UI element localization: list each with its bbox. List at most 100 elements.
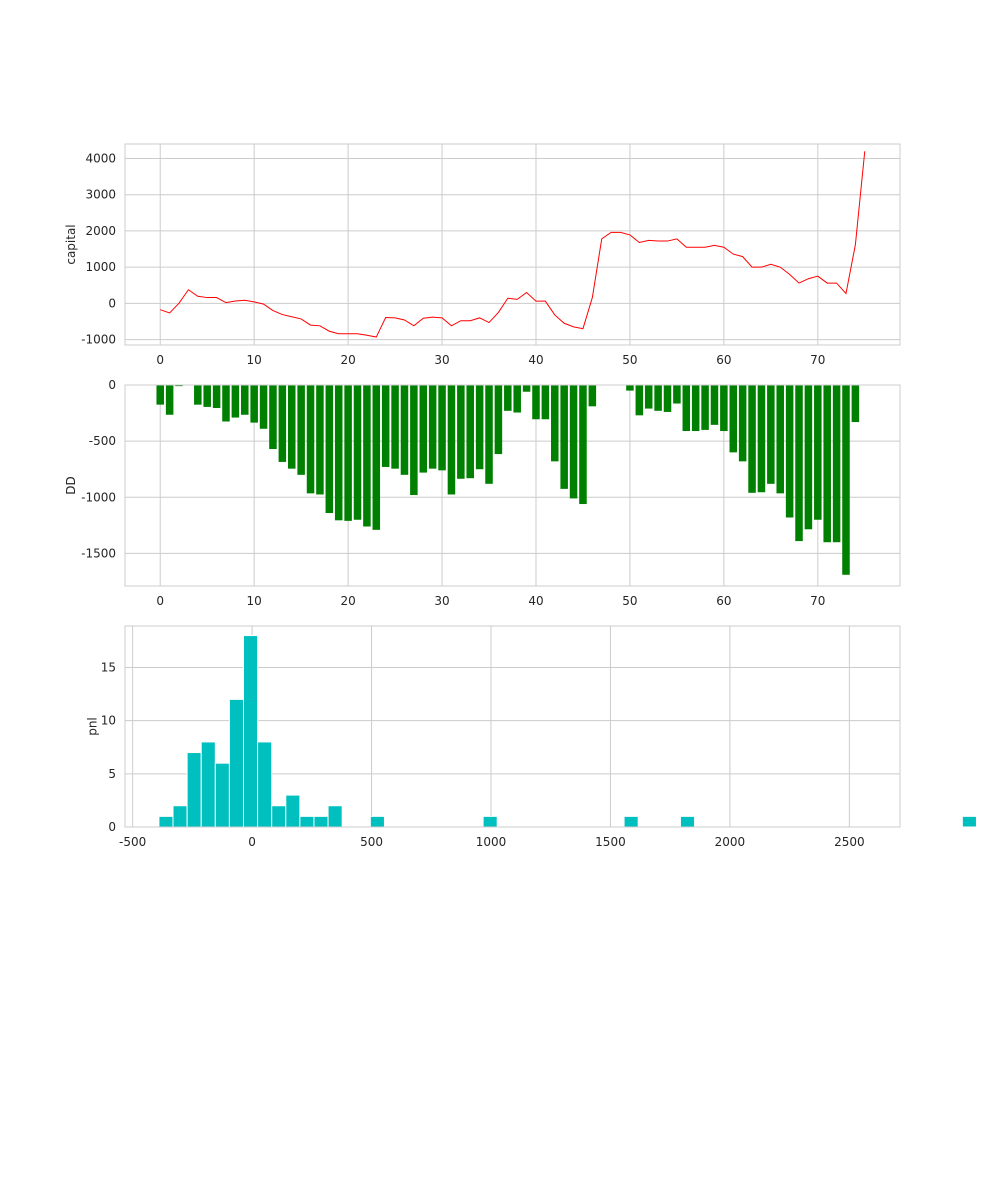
x-tick-label: 40 (528, 594, 543, 608)
y-tick-label: 1000 (85, 260, 116, 274)
pnl-histogram-bar (186, 752, 202, 828)
x-tick-label: 500 (360, 835, 383, 849)
dd-bar (438, 385, 446, 471)
y-tick-label: -1000 (81, 333, 116, 347)
dd-bar (212, 385, 221, 409)
y-tick-label: -1000 (81, 490, 116, 504)
y-tick-label: 10 (101, 714, 116, 728)
dd-bar (287, 385, 296, 469)
dd-bar (457, 385, 465, 479)
dd-bar (720, 385, 728, 432)
dd-bar (316, 385, 324, 495)
pnl-histogram-bar (200, 741, 216, 828)
y-tick-label: 0 (108, 296, 116, 310)
pnl-histogram-bar (482, 815, 498, 828)
dd-bar (278, 385, 287, 462)
pnl-histogram-bar (623, 815, 639, 828)
x-tick-label: 60 (716, 353, 731, 367)
dd-bar (363, 385, 371, 527)
x-tick-label: 40 (528, 353, 543, 367)
pnl-histogram-bar (228, 698, 244, 828)
dd-bar (372, 385, 381, 530)
dd-bar (673, 385, 681, 404)
drawdown-bar-chart: 0 10 20 30 40 50 60 70 0 -500 -1000 -1500 DD (64, 378, 901, 608)
dd-bar (851, 385, 860, 423)
capital-line-chart: 0 10 20 30 40 50 60 70 -1000 0 1000 2000 3000 4000 cap… (64, 143, 901, 367)
axes-frame (124, 625, 901, 828)
dd-bar (353, 385, 362, 520)
dd-bar (334, 385, 343, 521)
pnl-histogram-bar (369, 815, 385, 828)
pnl-histogram-bar (299, 815, 315, 828)
y-tick-label: 15 (101, 660, 116, 674)
y-axis-label: capital (64, 224, 78, 264)
dd-bar (682, 385, 691, 432)
x-tick-label: 70 (810, 353, 825, 367)
pnl-histogram-bar (172, 805, 188, 828)
x-tick-label: 10 (247, 594, 262, 608)
pnl-histogram-bar (271, 805, 287, 828)
x-tick-label: 0 (156, 353, 164, 367)
dd-bar (767, 385, 775, 484)
dd-bar (203, 385, 211, 407)
x-tick-label: 70 (810, 594, 825, 608)
dd-bar (579, 385, 587, 505)
dd-bar (325, 385, 334, 514)
x-tick-label: 2500 (834, 835, 865, 849)
y-tick-label: 4000 (85, 151, 116, 165)
pnl-histogram-bar (285, 794, 301, 828)
y-tick-label: 5 (108, 767, 116, 781)
dd-bar (485, 385, 493, 484)
x-tick-label: 30 (434, 594, 449, 608)
dd-bar (748, 385, 756, 493)
dd-bar (738, 385, 747, 462)
pnl-histogram-bar (158, 815, 174, 828)
dd-bar (560, 385, 568, 489)
dd-bar (710, 385, 719, 425)
pnl-histogram-bar (961, 815, 977, 828)
dd-bar (391, 385, 399, 469)
dd-bar (654, 385, 662, 411)
y-tick-label: 2000 (85, 224, 116, 238)
y-tick-label: 0 (108, 378, 116, 392)
dd-bar (381, 385, 390, 467)
dd-bar (494, 385, 503, 455)
dd-bar (551, 385, 559, 462)
dd-bar (241, 385, 249, 415)
dd-bar (522, 385, 531, 392)
x-tick-label: 60 (716, 594, 731, 608)
dd-bar (400, 385, 409, 475)
dd-bar (175, 385, 183, 387)
x-tick-label: 30 (434, 353, 449, 367)
dd-bar (410, 385, 418, 496)
x-tick-label: 50 (622, 353, 637, 367)
x-tick-label: 20 (340, 353, 355, 367)
pnl-histogram-bar (257, 741, 273, 828)
dd-bar (250, 385, 258, 423)
x-tick-label: 2000 (715, 835, 746, 849)
dd-bar (306, 385, 315, 494)
pnl-histogram-bar (243, 635, 259, 828)
dd-bar (541, 385, 550, 420)
dd-bar (504, 385, 512, 411)
y-tick-label: -500 (89, 434, 116, 448)
dd-bar (269, 385, 277, 450)
dd-bar (428, 385, 437, 469)
dd-bar (729, 385, 738, 453)
dd-bar (823, 385, 831, 543)
dd-bar (475, 385, 484, 470)
dd-bar (569, 385, 578, 499)
dd-bar (419, 385, 428, 473)
dd-bar (814, 385, 822, 520)
x-tick-label: 10 (247, 353, 262, 367)
dd-bar (804, 385, 813, 530)
y-tick-label: -1500 (81, 546, 116, 560)
dd-bar (231, 385, 240, 418)
capital-series-line (160, 151, 866, 338)
x-tick-label: 50 (622, 594, 637, 608)
dd-bar (532, 385, 540, 420)
dd-bar (588, 385, 597, 407)
dd-bar (776, 385, 784, 494)
dd-bar (222, 385, 230, 422)
